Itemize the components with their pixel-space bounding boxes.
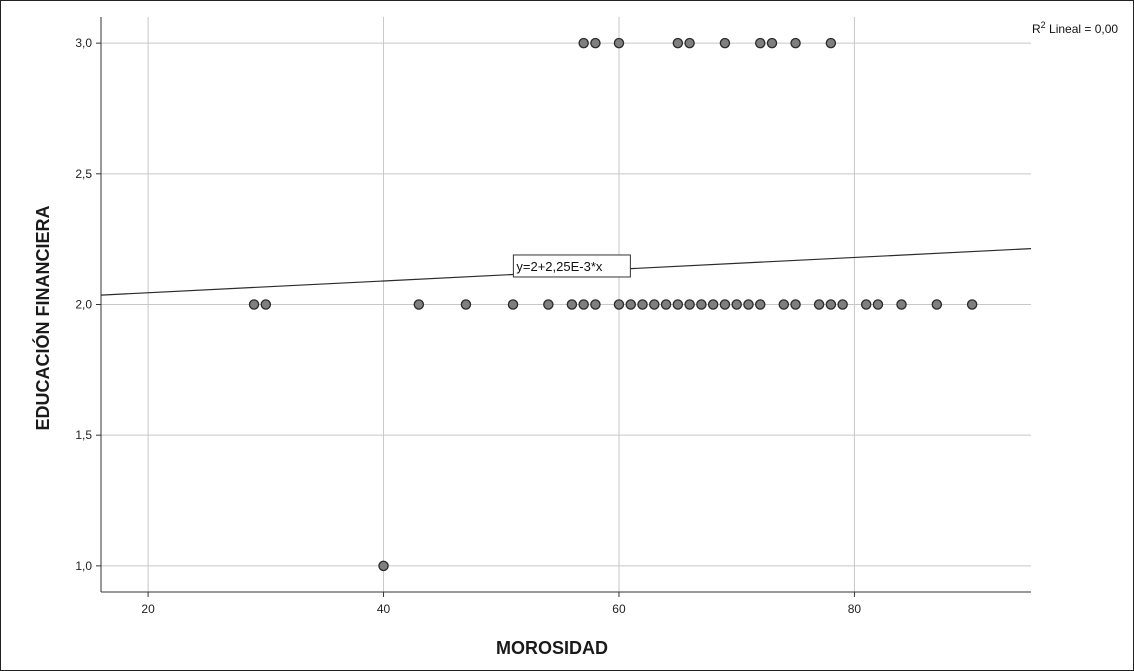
data-point (684, 37, 695, 49)
data-point (778, 299, 790, 310)
fit-label-box (512, 254, 631, 278)
fit-line-group: y=2+2,25E-3*x (100, 248, 1032, 296)
x-tick-label: 40 (377, 602, 391, 616)
axes (96, 17, 1031, 597)
data-point (790, 37, 801, 49)
data-point (837, 299, 848, 310)
data-point (543, 299, 554, 310)
data-point (460, 299, 472, 310)
data-point (825, 299, 837, 310)
x-tick-label: 80 (848, 602, 862, 616)
data-point (578, 299, 589, 310)
data-point (507, 299, 519, 310)
y-tick-label: 1,5 (75, 428, 92, 442)
x-tick-labels: 20 40 60 80 (141, 602, 861, 616)
x-axis-title: MOROSIDAD (496, 638, 608, 658)
data-point (872, 299, 884, 310)
data-point (413, 299, 425, 310)
x-tick-label: 20 (141, 602, 155, 616)
data-point (707, 299, 719, 310)
data-point (590, 299, 601, 310)
x-tick-label: 60 (612, 602, 626, 616)
data-point (754, 37, 766, 49)
data-point (566, 299, 578, 310)
data-point (578, 37, 589, 49)
r2-label-rest: Lineal = 0,00 (1046, 22, 1119, 36)
data-point (590, 37, 601, 49)
data-point (684, 299, 695, 310)
scatter-points (248, 37, 978, 572)
data-point (613, 37, 625, 49)
data-point (860, 299, 872, 310)
data-point (672, 299, 684, 310)
data-point (672, 37, 684, 49)
data-point (696, 299, 707, 310)
data-point (813, 299, 825, 310)
data-point (896, 299, 907, 310)
fit-label: y=2+2,25E-3*x (516, 259, 603, 274)
data-point (743, 299, 754, 310)
data-point (649, 299, 660, 310)
data-point (248, 299, 260, 310)
y-tick-label: 2,0 (75, 298, 92, 312)
data-point (966, 299, 978, 310)
data-point (790, 299, 801, 310)
data-point (931, 299, 943, 310)
data-point (719, 299, 731, 310)
r2-label-prefix: R (1032, 22, 1041, 36)
y-tick-label: 1,0 (75, 559, 92, 573)
data-point (719, 37, 731, 49)
y-tick-labels: 1,0 1,5 2,0 2,5 3,0 (75, 36, 92, 573)
data-point (660, 299, 672, 310)
grid-lines (101, 17, 1031, 592)
data-point (378, 560, 389, 572)
y-tick-label: 3,0 (75, 36, 92, 50)
data-point (766, 37, 778, 49)
y-tick-label: 2,5 (75, 167, 92, 181)
data-point (637, 299, 648, 310)
data-point (260, 299, 272, 310)
y-axis-title: EDUCACIÓN FINANCIERA (32, 205, 53, 430)
data-point (825, 37, 837, 49)
data-point (731, 299, 742, 310)
r2-label-superscript: 2 (1041, 20, 1046, 30)
r2-label: R2 Lineal = 0,00 (1032, 20, 1118, 36)
data-point (625, 299, 636, 310)
data-point (613, 299, 625, 310)
data-point (754, 299, 766, 310)
